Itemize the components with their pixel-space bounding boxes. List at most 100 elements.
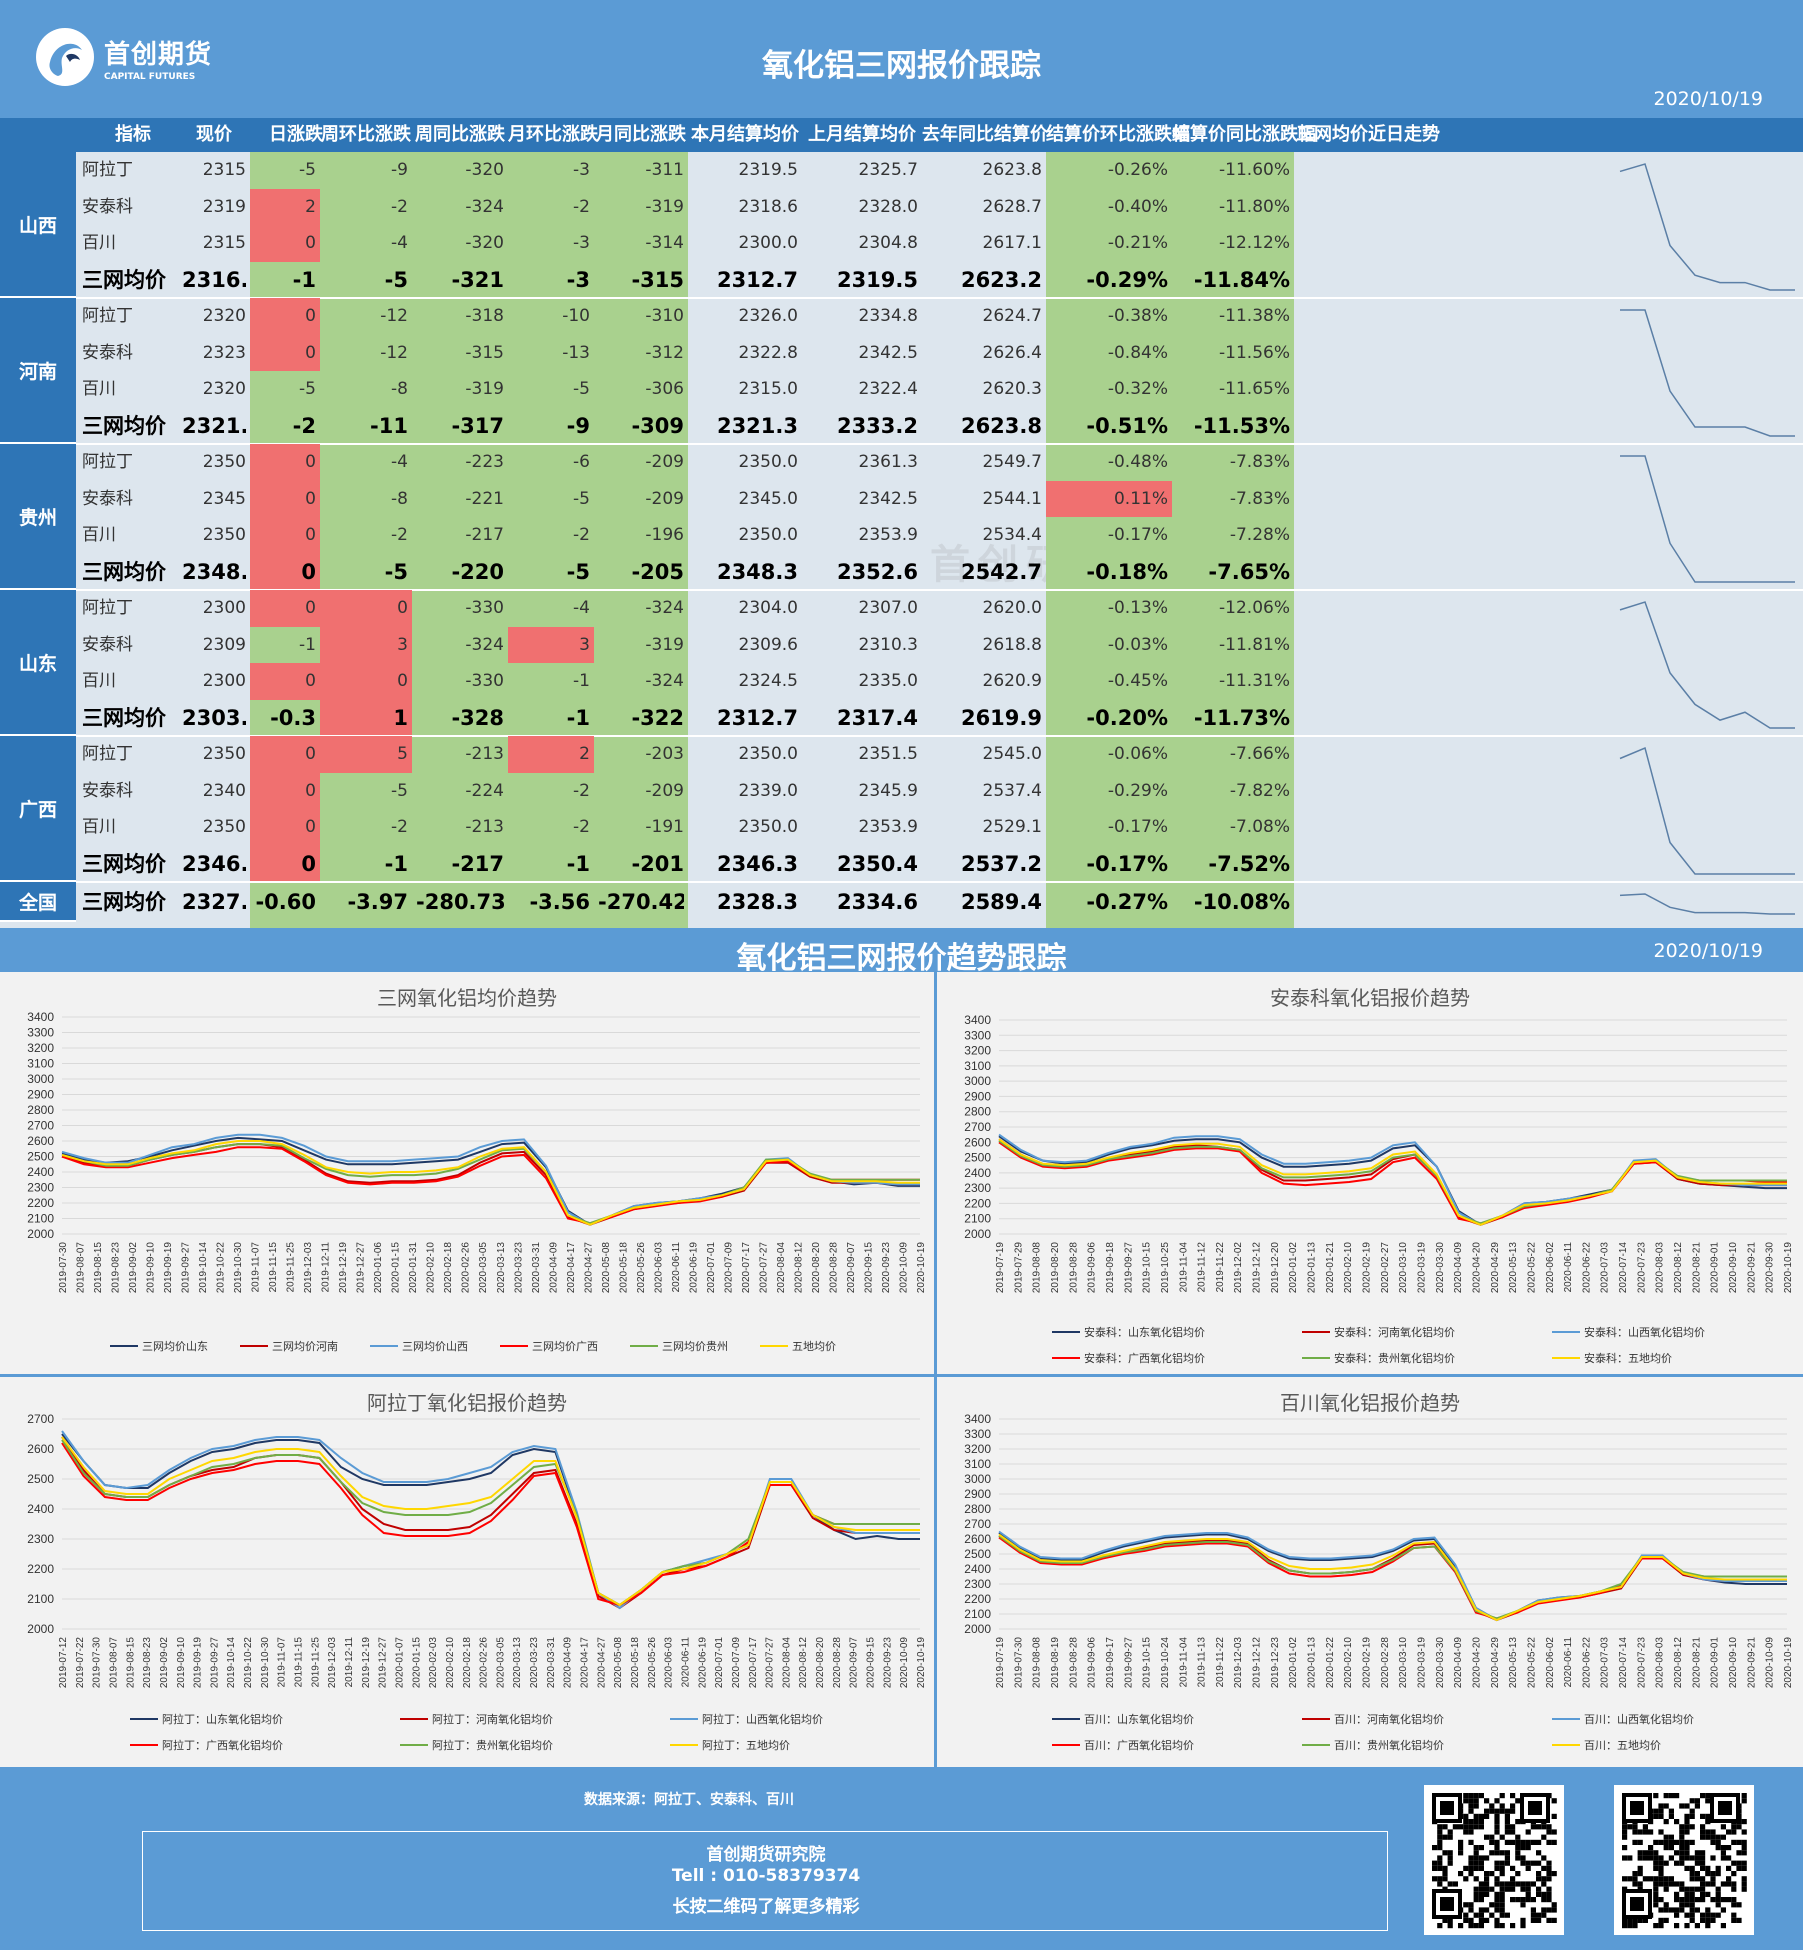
legend-label: 安泰科：贵州氧化铝均价 xyxy=(1334,1351,1455,1365)
x-tick-label: 2019-11-25 xyxy=(286,1242,297,1293)
x-tick-label: 2020-02-18 xyxy=(462,1637,473,1689)
x-tick-label: 2020-07-03 xyxy=(1600,1637,1611,1689)
x-tick-label: 2019-10-15 xyxy=(1142,1242,1153,1294)
table-cell: -1 xyxy=(566,851,590,876)
table-cell: 安泰科 xyxy=(82,196,133,217)
table-cell: 2320 xyxy=(202,379,246,399)
table-cell: -2 xyxy=(391,525,408,545)
table-cell: -6 xyxy=(573,452,590,472)
y-tick-label: 2500 xyxy=(27,1472,54,1486)
trend-sparkline xyxy=(1620,309,1795,437)
x-tick-label: 2020-03-05 xyxy=(478,1242,489,1294)
x-tick-label: 2019-09-27 xyxy=(1123,1637,1134,1689)
trend-section-title: 氧化铝三网报价趋势跟踪 xyxy=(736,941,1067,976)
row-divider xyxy=(0,589,1803,591)
table-cell: 三网均价 xyxy=(82,413,166,438)
x-tick-label: 2019-08-19 xyxy=(1050,1637,1061,1689)
table-cell: 三网均价 xyxy=(82,267,166,292)
table-cell: -11.73% xyxy=(1193,705,1290,730)
table-cell: 2320 xyxy=(202,306,246,326)
table-cell: -0.13% xyxy=(1107,598,1168,618)
table-cell: 2620.3 xyxy=(982,379,1042,399)
table-cell: -320 xyxy=(465,233,504,253)
table-cell: -191 xyxy=(645,817,684,837)
y-tick-label: 2700 xyxy=(27,1412,54,1426)
x-tick-label: 2020-03-19 xyxy=(1416,1242,1427,1294)
table-cell: -318 xyxy=(465,306,504,326)
table-cell: -309 xyxy=(631,413,684,438)
column-header: 周环比涨跌 xyxy=(321,124,411,145)
x-tick-label: 2020-02-19 xyxy=(1362,1242,1373,1294)
table-cell: -213 xyxy=(465,817,504,837)
table-cell: 2312.7 xyxy=(716,267,798,292)
table-cell: 2623.8 xyxy=(960,413,1042,438)
table-cell: 2620.9 xyxy=(982,671,1042,691)
series-line xyxy=(61,1146,920,1225)
highlight-cell xyxy=(250,225,320,262)
highlight-cell xyxy=(250,553,320,590)
y-tick-label: 2200 xyxy=(964,1196,991,1210)
x-tick-label: 2020-10-09 xyxy=(899,1637,910,1689)
x-tick-label: 2019-09-27 xyxy=(1123,1242,1134,1294)
highlight-cell xyxy=(250,590,320,627)
table-cell: -270.42 xyxy=(598,890,684,914)
table-cell: -11.84% xyxy=(1193,267,1290,292)
table-cell: -7.52% xyxy=(1208,851,1290,876)
x-tick-label: 2019-09-17 xyxy=(1105,1637,1116,1689)
x-tick-label: 2019-09-06 xyxy=(1087,1242,1098,1294)
column-header: 现价 xyxy=(196,124,232,145)
table-cell: -5 xyxy=(391,780,408,801)
table-cell: 0 xyxy=(397,598,408,618)
legend-label: 安泰科：五地均价 xyxy=(1584,1351,1672,1365)
table-cell: 2350.4 xyxy=(836,851,918,876)
table-cell: -1 xyxy=(573,671,590,691)
y-tick-label: 2000 xyxy=(27,1622,54,1636)
x-tick-label: 2020-03-05 xyxy=(495,1637,506,1689)
table-cell: -0.26% xyxy=(1107,160,1168,180)
table-cell: -5 xyxy=(573,379,590,399)
x-tick-label: 2019-09-18 xyxy=(1105,1242,1116,1294)
x-tick-label: 2020-06-11 xyxy=(1563,1242,1574,1293)
table-cell: 0 xyxy=(305,233,316,253)
highlight-cell xyxy=(320,626,412,663)
table-cell: 0 xyxy=(301,559,316,584)
highlight-cell xyxy=(320,590,412,627)
x-tick-label: 2020-05-26 xyxy=(636,1242,647,1294)
table-cell: -7.83% xyxy=(1229,488,1290,509)
table-cell: -11.53% xyxy=(1193,413,1290,438)
table-cell: 2619.9 xyxy=(960,705,1042,730)
series-line xyxy=(61,1436,920,1610)
table-cell: 2324.5 xyxy=(738,671,798,691)
table-cell: 2545.0 xyxy=(982,744,1042,764)
table-cell: -3.97 xyxy=(347,890,408,914)
highlight-cell xyxy=(508,736,594,773)
table-cell: 2319 xyxy=(202,196,246,217)
x-tick-label: 2020-04-09 xyxy=(548,1242,559,1294)
qr-code-icon[interactable] xyxy=(1614,1785,1754,1935)
trend-sparkline xyxy=(1619,746,1795,875)
qr-code-icon[interactable] xyxy=(1424,1785,1564,1935)
table-cell: -1 xyxy=(299,634,316,655)
table-cell: -0.40% xyxy=(1107,196,1168,217)
series-line xyxy=(998,1533,1787,1622)
table-cell: 2624.7 xyxy=(982,306,1042,326)
x-tick-label: 2020-03-10 xyxy=(1398,1242,1409,1294)
x-tick-label: 2019-07-30 xyxy=(1013,1637,1024,1689)
table-cell: -11.31% xyxy=(1219,671,1290,691)
table-cell: 2352.6 xyxy=(836,559,918,584)
x-tick-label: 2020-09-23 xyxy=(882,1637,893,1689)
data-source: 数据来源：阿拉丁、安泰科、百川 xyxy=(584,1792,794,1808)
table-cell: 百川 xyxy=(82,525,116,545)
highlight-cell xyxy=(250,736,320,773)
table-cell: -5 xyxy=(566,559,590,584)
table-cell: 2350 xyxy=(202,817,246,837)
x-tick-label: 2019-12-27 xyxy=(378,1637,389,1689)
x-tick-label: 2020-10-19 xyxy=(916,1637,927,1689)
table-cell: -0.17% xyxy=(1086,851,1168,876)
table-cell: 2345 xyxy=(202,488,246,509)
x-tick-label: 2020-08-03 xyxy=(1655,1242,1666,1294)
x-tick-label: 2019-08-28 xyxy=(1068,1242,1079,1294)
y-tick-label: 3200 xyxy=(964,1442,991,1456)
legend-label: 安泰科：广西氧化铝均价 xyxy=(1084,1351,1205,1365)
table-cell: 2334.8 xyxy=(858,306,918,326)
